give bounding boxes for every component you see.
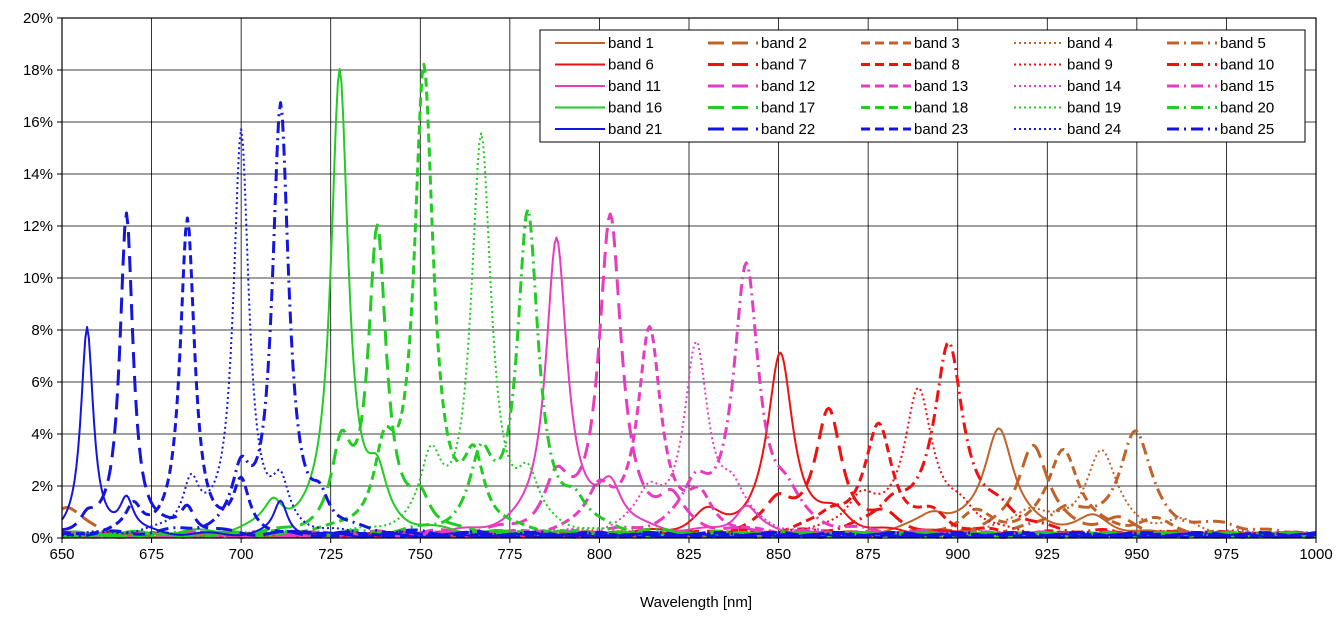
legend-label: band 16	[608, 100, 662, 117]
y-tick-label: 2%	[31, 478, 53, 495]
x-tick-label: 675	[139, 546, 164, 563]
legend-label: band 17	[761, 100, 815, 117]
x-tick-label: 900	[945, 546, 970, 563]
x-tick-label: 1000	[1299, 546, 1332, 563]
legend-label: band 10	[1220, 57, 1274, 74]
y-tick-label: 20%	[23, 10, 53, 27]
x-axis-title: Wavelength [nm]	[640, 594, 752, 611]
legend-label: band 20	[1220, 100, 1274, 117]
x-tick-label: 825	[676, 546, 701, 563]
legend-label: band 8	[914, 57, 960, 74]
x-tick-label: 750	[408, 546, 433, 563]
legend-label: band 22	[761, 121, 815, 138]
y-tick-label: 8%	[31, 322, 53, 339]
legend-label: band 19	[1067, 100, 1121, 117]
y-tick-label: 6%	[31, 374, 53, 391]
x-tick-label: 650	[49, 546, 74, 563]
x-tick-label: 975	[1214, 546, 1239, 563]
y-tick-label: 14%	[23, 166, 53, 183]
legend-label: band 6	[608, 57, 654, 74]
y-axis-ticks: 0% 2% 4% 6% 8% 10% 12% 14% 16% 18% 20%	[23, 10, 62, 547]
legend-label: band 23	[914, 121, 968, 138]
x-axis-ticks: 650 675 700 725 750 775 800 825 850 875 900 925 950 9…	[49, 538, 1333, 563]
y-tick-label: 10%	[23, 270, 53, 287]
y-tick-label: 12%	[23, 218, 53, 235]
legend-label: band 15	[1220, 78, 1274, 95]
series-line-band-19	[61, 132, 1317, 539]
legend-label: band 4	[1067, 35, 1113, 52]
x-tick-label: 925	[1035, 546, 1060, 563]
x-tick-label: 800	[587, 546, 612, 563]
x-tick-label: 725	[318, 546, 343, 563]
x-tick-label: 875	[856, 546, 881, 563]
legend-label: band 25	[1220, 121, 1274, 138]
legend-label: band 12	[761, 78, 815, 95]
series-line-band-24	[61, 128, 1317, 539]
series-line-band-5	[61, 429, 1317, 539]
legend-label: band 21	[608, 121, 662, 138]
legend-label: band 3	[914, 35, 960, 52]
legend-label: band 5	[1220, 35, 1266, 52]
legend-label: band 2	[761, 35, 807, 52]
legend-label: band 24	[1067, 121, 1121, 138]
legend-label: band 1	[608, 35, 654, 52]
y-tick-label: 16%	[23, 114, 53, 131]
series-line-band-21	[61, 325, 1317, 539]
y-tick-label: 0%	[31, 530, 53, 547]
legend-label: band 18	[914, 100, 968, 117]
x-tick-label: 775	[497, 546, 522, 563]
legend-label: band 11	[608, 78, 661, 95]
x-tick-label: 850	[766, 546, 791, 563]
legend-label: band 14	[1067, 78, 1121, 95]
legend-label: band 7	[761, 57, 807, 74]
legend: band 1 band 2 band 3 band 4 band 5 band 6 band…	[539, 29, 1306, 143]
y-tick-label: 18%	[23, 62, 53, 79]
x-tick-label: 950	[1124, 546, 1149, 563]
legend-label: band 9	[1067, 57, 1113, 74]
y-tick-label: 4%	[31, 426, 53, 443]
series-lines	[61, 62, 1317, 539]
x-tick-label: 700	[229, 546, 254, 563]
legend-label: band 13	[914, 78, 968, 95]
